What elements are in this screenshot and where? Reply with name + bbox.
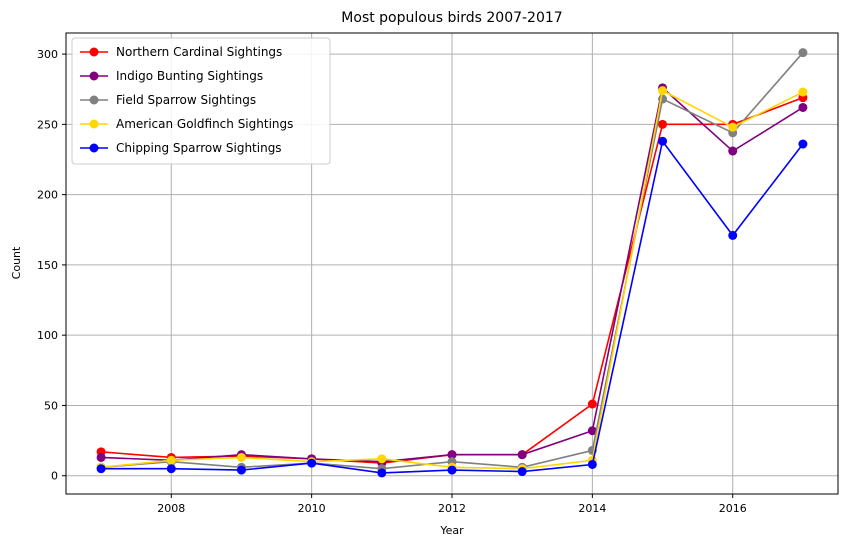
legend-label: Chipping Sparrow Sightings — [116, 141, 282, 155]
legend-label: Field Sparrow Sightings — [116, 93, 256, 107]
legend-item: Field Sparrow Sightings — [80, 93, 256, 107]
legend-item: Indigo Bunting Sightings — [80, 69, 263, 83]
data-point — [587, 399, 597, 409]
data-point — [447, 465, 457, 475]
data-point — [96, 452, 106, 462]
legend-box — [71, 37, 331, 165]
x-tick-label: 2010 — [298, 502, 326, 515]
data-point — [236, 465, 246, 475]
data-point — [658, 94, 668, 104]
data-point — [658, 119, 668, 129]
x-tick-label: 2016 — [719, 502, 747, 515]
legend-marker — [89, 47, 99, 57]
data-point — [377, 468, 387, 478]
data-point — [728, 230, 738, 240]
y-tick-label: 0 — [51, 470, 58, 483]
legend-label: Northern Cardinal Sightings — [116, 45, 282, 59]
y-tick-label: 200 — [37, 189, 58, 202]
data-point — [587, 426, 597, 436]
data-point — [447, 450, 457, 460]
data-point — [658, 86, 668, 96]
data-point — [517, 467, 527, 477]
data-point — [587, 459, 597, 469]
data-point — [517, 450, 527, 460]
plot-frame — [65, 32, 839, 495]
data-point — [166, 455, 176, 465]
data-point — [658, 136, 668, 146]
legend-marker — [89, 95, 99, 105]
data-point — [728, 146, 738, 156]
y-axis-label: Count — [10, 246, 23, 279]
data-point — [307, 458, 317, 468]
legend-marker — [89, 143, 99, 153]
legend-item: Northern Cardinal Sightings — [80, 45, 282, 59]
y-tick-label: 250 — [37, 118, 58, 131]
data-point — [798, 139, 808, 149]
legend-marker — [89, 119, 99, 129]
legend-label: American Goldfinch Sightings — [116, 117, 293, 131]
series-group — [96, 48, 808, 478]
series-4 — [96, 136, 808, 478]
x-tick-label: 2008 — [157, 502, 185, 515]
legend-item: American Goldfinch Sightings — [80, 117, 293, 131]
legend: Northern Cardinal Sightings Indigo Buntin… — [71, 37, 331, 165]
legend-marker — [89, 71, 99, 81]
legend-item: Chipping Sparrow Sightings — [80, 141, 282, 155]
y-tick-label: 150 — [37, 259, 58, 272]
data-point — [798, 87, 808, 97]
legend-label: Indigo Bunting Sightings — [116, 69, 263, 83]
data-point — [166, 464, 176, 474]
x-axis-label: Year — [439, 524, 464, 537]
y-tick-label: 300 — [37, 48, 58, 61]
data-point — [377, 454, 387, 464]
x-tick-label: 2012 — [438, 502, 466, 515]
data-point — [798, 102, 808, 112]
y-tick-label: 50 — [44, 399, 58, 412]
x-axis-ticks: 2008 2010 2012 2014 2016 — [157, 494, 747, 515]
data-point — [236, 452, 246, 462]
chart-title: Most populous birds 2007-2017 — [341, 10, 562, 26]
x-tick-label: 2014 — [578, 502, 606, 515]
data-point — [728, 122, 738, 132]
y-axis-ticks: 0 50 100 150 200 250 300 — [37, 48, 66, 483]
data-point — [96, 464, 106, 474]
data-point — [798, 48, 808, 58]
y-tick-label: 100 — [37, 329, 58, 342]
